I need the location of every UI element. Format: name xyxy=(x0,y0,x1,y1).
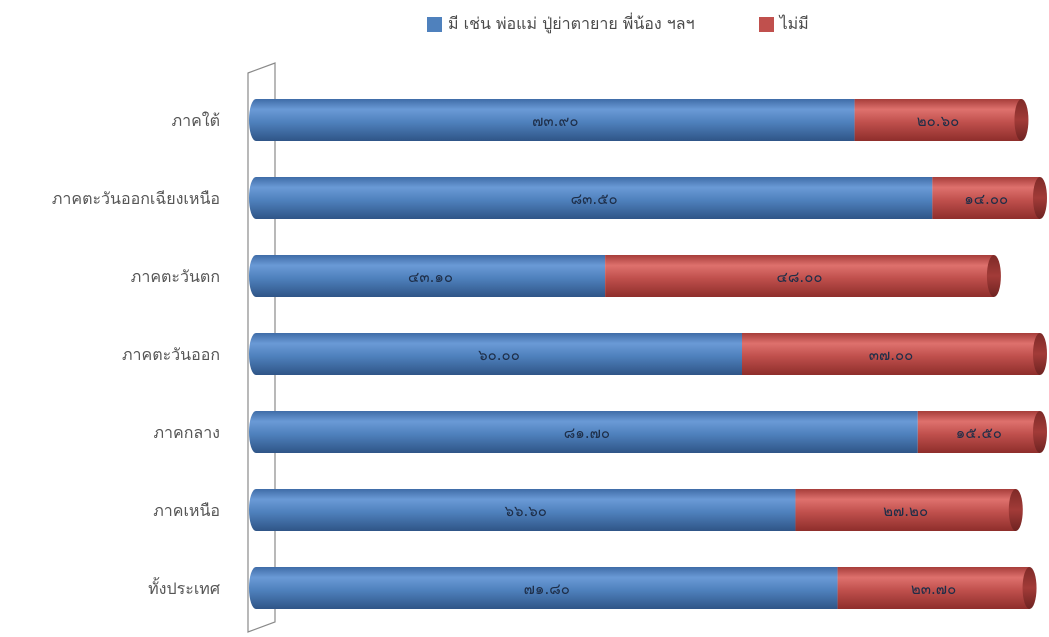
bar-segment-series-1 xyxy=(256,567,838,609)
bar-segment-series-2 xyxy=(917,411,1040,453)
bar-segment-series-2 xyxy=(932,177,1040,219)
bar-end-cap xyxy=(1008,489,1023,531)
bar-segment-series-2 xyxy=(854,99,1022,141)
data-label: ๖๖.๖๐ xyxy=(504,502,547,520)
bar-end-cap xyxy=(986,255,1001,297)
bar-end-cap xyxy=(1033,177,1047,219)
category-label: ภาคตะวันตก xyxy=(131,267,220,286)
category-labels: ภาคใต้ภาคตะวันออกเฉียงเหนือภาคตะวันตกภาค… xyxy=(52,111,220,598)
category-label: ทั้งประเทศ xyxy=(148,577,220,598)
data-label: ๗๑.๘๐ xyxy=(524,580,570,598)
bar-end-cap xyxy=(1014,99,1029,141)
category-label: ภาคตะวันออกเฉียงเหนือ xyxy=(52,189,220,208)
chart-legend: มี เช่น พ่อแม่ ปู่ย่าตายาย พี่น้อง ฯลฯ ไ… xyxy=(427,10,809,38)
data-label: ๖๐.๐๐ xyxy=(478,346,520,364)
data-label: ๔๓.๑๐ xyxy=(408,268,453,286)
category-label: ภาคใต้ xyxy=(172,111,220,130)
legend-swatch-series-2 xyxy=(758,16,774,32)
data-label: ๗๓.๙๐ xyxy=(532,112,578,130)
bar-segment-series-1 xyxy=(256,177,933,219)
data-label: ๒๗.๒๐ xyxy=(883,502,928,520)
bar-segment-series-2 xyxy=(795,489,1016,531)
bar-segment-series-1 xyxy=(256,489,796,531)
data-label: ๒๐.๖๐ xyxy=(917,112,960,130)
data-label: ๔๘.๐๐ xyxy=(777,268,823,286)
bar-segment-series-2 xyxy=(742,333,1040,375)
data-label: ๘๓.๕๐ xyxy=(571,190,618,208)
bar-segment-series-1 xyxy=(256,255,606,297)
legend-swatch-series-1 xyxy=(427,16,442,32)
data-label: ๒๓.๗๐ xyxy=(911,580,956,598)
legend-item-series-2: ไม่มี xyxy=(758,12,809,37)
data-label: ๓๗.๐๐ xyxy=(869,346,914,364)
bar-segment-series-2 xyxy=(605,255,994,297)
data-label: ๑๕.๕๐ xyxy=(956,424,1002,442)
category-label: ภาคตะวันออก xyxy=(122,345,220,364)
legend-item-series-1: มี เช่น พ่อแม่ ปู่ย่าตายาย พี่น้อง ฯลฯ xyxy=(427,12,695,37)
bar-end-cap xyxy=(1033,411,1047,453)
legend-label-series-2: ไม่มี xyxy=(779,13,809,33)
bar-segment-series-1 xyxy=(256,99,855,141)
category-label: ภาคเหนือ xyxy=(153,501,220,520)
bar-segment-series-2 xyxy=(837,567,1030,609)
data-label: ๑๔.๐๐ xyxy=(964,190,1008,208)
category-label: ภาคกลาง xyxy=(153,423,220,442)
bar-segment-series-1 xyxy=(256,333,742,375)
bar-segment-series-1 xyxy=(256,411,918,453)
bar-end-cap xyxy=(1033,333,1047,375)
legend-label-series-1: มี เช่น พ่อแม่ ปู่ย่าตายาย พี่น้อง ฯลฯ xyxy=(448,13,695,33)
bar-end-cap xyxy=(1022,567,1037,609)
data-label: ๘๑.๗๐ xyxy=(564,424,610,442)
